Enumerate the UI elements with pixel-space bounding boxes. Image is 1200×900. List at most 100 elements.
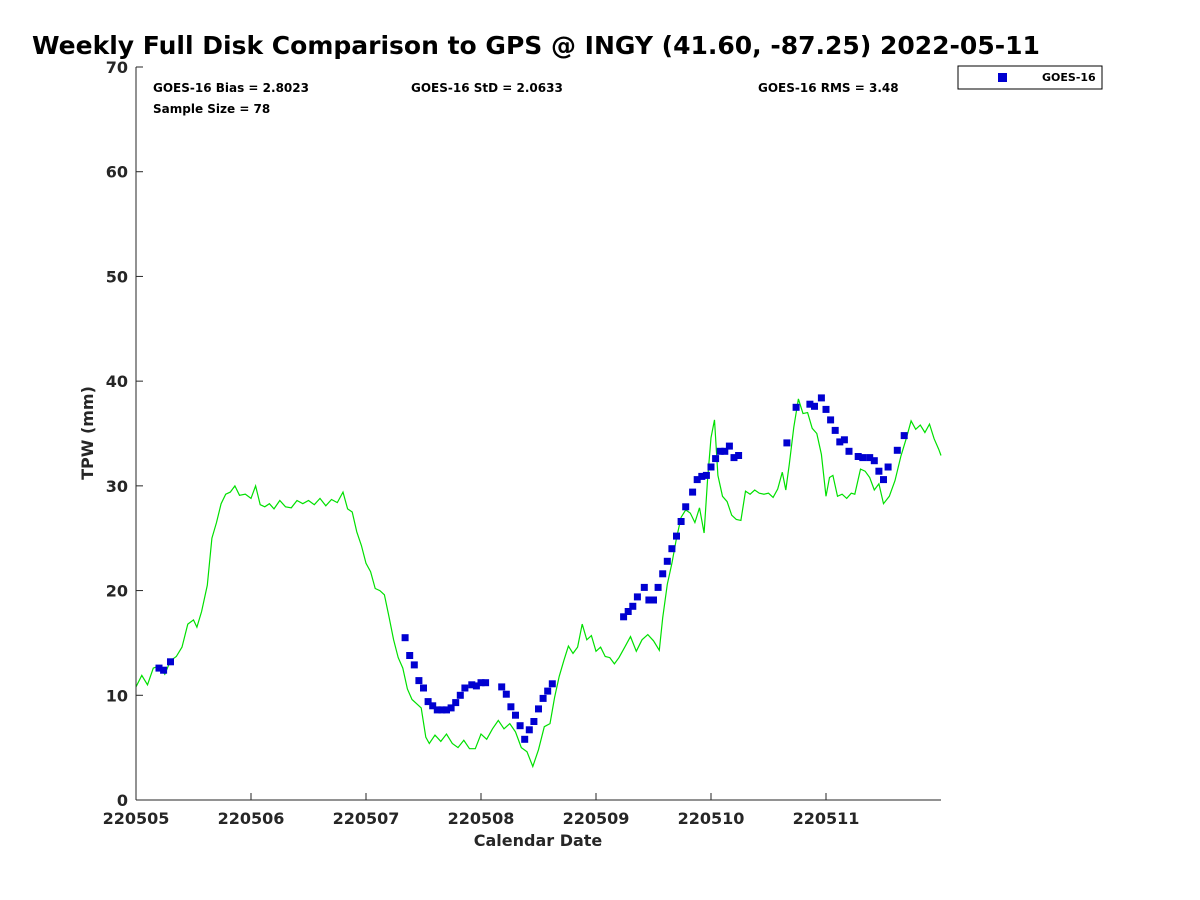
goes16-data-point bbox=[410, 661, 418, 669]
goes16-data-point bbox=[783, 439, 791, 447]
goes16-data-point bbox=[650, 596, 657, 604]
goes16-data-point bbox=[840, 436, 848, 444]
goes16-data-point bbox=[822, 405, 830, 413]
legend: GOES-16 bbox=[957, 65, 1103, 90]
goes16-data-point bbox=[640, 583, 648, 591]
y-tick-label: 70 bbox=[106, 58, 128, 77]
goes16-data-point bbox=[461, 684, 469, 692]
goes16-data-point bbox=[693, 476, 701, 484]
x-tick-label: 220511 bbox=[793, 809, 860, 828]
goes16-data-point bbox=[668, 545, 676, 553]
goes16-data-point bbox=[712, 455, 720, 463]
goes16-data-point bbox=[827, 416, 835, 424]
goes16-data-point bbox=[420, 684, 427, 692]
goes16-data-point bbox=[167, 658, 174, 666]
goes16-data-point bbox=[438, 706, 446, 714]
goes16-data-point bbox=[817, 394, 825, 402]
goes16-data-point bbox=[512, 711, 519, 719]
goes16-data-point bbox=[900, 432, 908, 440]
y-tick-label: 0 bbox=[117, 791, 128, 810]
goes16-data-point bbox=[477, 679, 485, 687]
goes16-data-point bbox=[456, 691, 464, 699]
goes16-data-point bbox=[530, 718, 538, 725]
bias-stat: GOES-16 Bias = 2.8023 bbox=[153, 81, 309, 95]
y-axis-label: TPW (mm) bbox=[78, 386, 97, 480]
goes16-data-point bbox=[698, 472, 706, 480]
goes16-data-point bbox=[633, 593, 641, 601]
goes16-data-point bbox=[663, 557, 671, 565]
goes16-data-point bbox=[521, 735, 529, 743]
y-tick-label: 50 bbox=[106, 267, 128, 286]
legend-marker bbox=[998, 73, 1007, 82]
rms-stat: GOES-16 RMS = 3.48 bbox=[758, 81, 899, 95]
x-tick-label: 220510 bbox=[678, 809, 745, 828]
x-tick-label: 220506 bbox=[218, 809, 285, 828]
goes16-data-point bbox=[682, 503, 690, 511]
goes16-data-point bbox=[525, 726, 533, 734]
goes16-data-point bbox=[845, 447, 853, 455]
goes16-data-point bbox=[875, 467, 883, 475]
goes16-data-point bbox=[507, 703, 515, 711]
goes16-data-point bbox=[482, 679, 490, 687]
goes16-data-point bbox=[654, 583, 662, 591]
goes16-data-point bbox=[415, 677, 423, 685]
goes16-data-point bbox=[854, 453, 862, 460]
goes16-data-point bbox=[629, 602, 637, 610]
goes16-data-point bbox=[548, 680, 556, 688]
goes16-data-point bbox=[893, 446, 901, 454]
goes16-data-point bbox=[401, 634, 409, 642]
y-tick-label: 10 bbox=[106, 686, 128, 705]
goes16-data-point bbox=[498, 683, 506, 691]
goes16-data-point bbox=[535, 705, 542, 713]
goes16-data-point bbox=[836, 438, 844, 446]
x-tick-label: 220507 bbox=[333, 809, 400, 828]
goes16-data-point bbox=[443, 706, 450, 714]
goes16-data-point bbox=[806, 400, 814, 408]
goes16-data-point bbox=[884, 463, 892, 471]
goes16-data-point bbox=[502, 690, 510, 698]
goes16-data-point bbox=[659, 570, 667, 578]
goes16-data-point bbox=[620, 613, 628, 621]
goes16-data-point bbox=[516, 722, 524, 730]
goes16-data-point bbox=[155, 664, 163, 672]
goes16-data-point bbox=[870, 457, 878, 465]
goes16-data-point bbox=[730, 454, 738, 462]
goes16-data-point bbox=[429, 702, 437, 710]
goes16-data-point bbox=[721, 447, 729, 455]
goes16-data-point bbox=[539, 694, 547, 702]
goes16-data-point bbox=[544, 687, 552, 695]
goes16-data-point bbox=[866, 454, 874, 462]
goes16-data-point bbox=[673, 532, 680, 540]
goes16-data-point bbox=[424, 698, 432, 706]
x-tick-label: 220508 bbox=[448, 809, 515, 828]
goes16-data-point bbox=[472, 682, 480, 690]
goes16-data-point bbox=[707, 463, 715, 471]
y-tick-label: 20 bbox=[106, 582, 128, 601]
goes16-data-point bbox=[859, 454, 867, 462]
legend-box bbox=[957, 65, 1103, 90]
sample-size-stat: Sample Size = 78 bbox=[153, 102, 270, 116]
goes16-data-point bbox=[735, 452, 743, 459]
gps-series-line bbox=[135, 398, 942, 769]
chart-title: Weekly Full Disk Comparison to GPS @ ING… bbox=[32, 31, 1040, 60]
goes16-data-point bbox=[689, 488, 697, 496]
x-tick-label: 220509 bbox=[563, 809, 630, 828]
y-tick-label: 60 bbox=[106, 163, 128, 182]
std-stat: GOES-16 StD = 2.0633 bbox=[411, 81, 563, 95]
goes16-data-point bbox=[702, 471, 710, 479]
goes16-data-point bbox=[880, 476, 887, 484]
goes16-data-point bbox=[433, 706, 441, 714]
goes16-data-point bbox=[452, 699, 460, 707]
goes16-data-point bbox=[677, 518, 685, 525]
legend-label: GOES-16 bbox=[1042, 71, 1096, 84]
goes16-data-point bbox=[831, 426, 839, 434]
goes16-data-point bbox=[160, 666, 168, 674]
x-axis-label: Calendar Date bbox=[474, 831, 603, 850]
goes16-data-point bbox=[406, 652, 414, 659]
goes16-data-point bbox=[811, 402, 818, 410]
goes16-data-point bbox=[468, 681, 476, 689]
goes16-data-point bbox=[725, 442, 733, 450]
goes16-data-point bbox=[792, 403, 800, 411]
y-tick-label: 40 bbox=[106, 372, 128, 391]
